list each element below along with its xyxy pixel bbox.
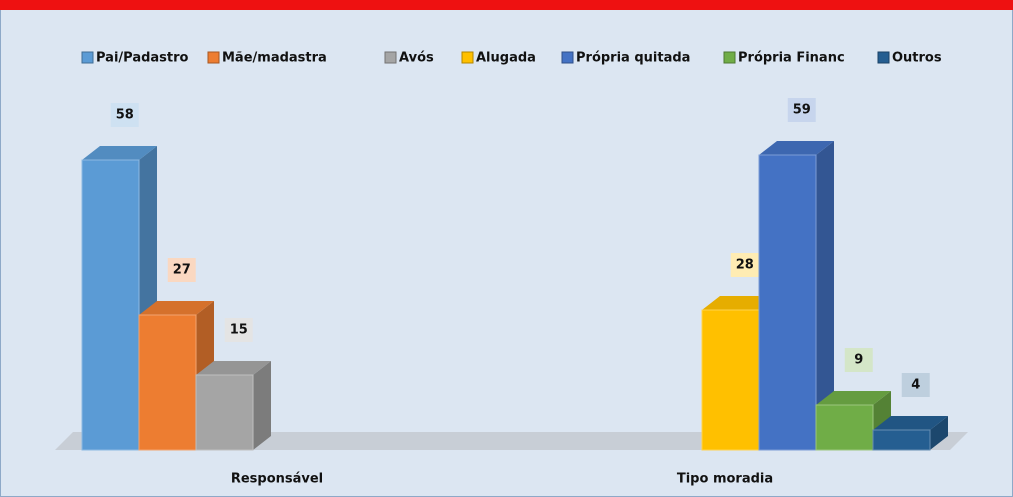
bar xyxy=(195,374,254,451)
legend-swatch xyxy=(207,51,220,64)
data-label-box xyxy=(844,348,873,372)
bar xyxy=(138,314,197,451)
x-tick-label: Responsável xyxy=(231,472,323,487)
data-label: 58 xyxy=(116,108,134,123)
bar-side xyxy=(253,361,271,450)
top-band xyxy=(0,0,1013,10)
legend-swatch xyxy=(81,51,94,64)
legend-label: Mãe/madastra xyxy=(222,51,327,66)
bar xyxy=(872,429,931,451)
data-label: 15 xyxy=(230,323,248,338)
bar xyxy=(758,154,817,451)
bar xyxy=(815,404,874,451)
data-label-box xyxy=(167,258,196,282)
legend-label: Pai/Padastro xyxy=(96,51,189,66)
bar-top xyxy=(873,416,948,430)
data-label-box xyxy=(224,318,253,342)
legend-swatch xyxy=(461,51,474,64)
bar-top xyxy=(816,391,891,405)
legend-label: Outros xyxy=(892,51,942,66)
legend-label: Alugada xyxy=(476,51,536,66)
legend-swatch xyxy=(561,51,574,64)
data-label: 27 xyxy=(173,263,191,278)
legend-swatch xyxy=(384,51,397,64)
legend-swatch xyxy=(877,51,890,64)
legend-label: Própria Financ xyxy=(738,51,845,66)
data-label: 59 xyxy=(793,103,811,118)
bar-top xyxy=(196,361,271,375)
data-label-box xyxy=(110,103,139,127)
data-label: 9 xyxy=(854,353,863,368)
bar-side xyxy=(816,141,834,450)
bar xyxy=(701,309,760,451)
data-label: 28 xyxy=(736,258,754,273)
bar-top xyxy=(702,296,777,310)
bar-top xyxy=(139,301,214,315)
legend-label: Avós xyxy=(399,51,434,66)
bar-top xyxy=(82,146,157,160)
bar xyxy=(81,159,140,451)
data-label-box xyxy=(787,98,816,122)
data-label: 4 xyxy=(911,378,920,393)
x-tick-label: Tipo moradia xyxy=(677,472,773,487)
legend-label: Própria quitada xyxy=(576,51,690,66)
bar-top xyxy=(759,141,834,155)
data-label-box xyxy=(901,373,930,397)
bar-side xyxy=(930,416,948,450)
data-label-box xyxy=(730,253,759,277)
legend-swatch xyxy=(723,51,736,64)
